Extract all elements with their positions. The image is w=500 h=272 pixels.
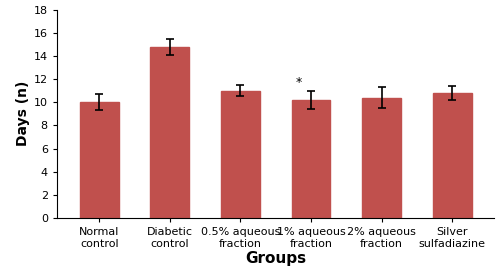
Bar [362, 98, 401, 218]
Bar [292, 100, 331, 218]
Text: *: * [296, 76, 302, 89]
Bar [150, 47, 189, 218]
Bar [432, 93, 472, 218]
Bar [221, 91, 260, 218]
X-axis label: Groups: Groups [245, 251, 306, 267]
Y-axis label: Days (n): Days (n) [16, 81, 30, 147]
Bar [80, 102, 118, 218]
